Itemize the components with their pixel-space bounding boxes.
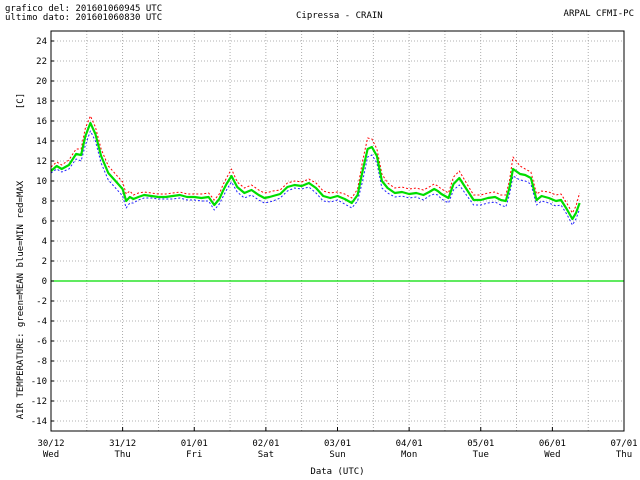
last-data-label: ultimo dato:	[5, 13, 71, 23]
x-tick-label-date: 02/01	[252, 439, 279, 449]
y-axis-label: AIR TEMPERATURE: green=MEAN blue=MIN red…	[16, 180, 26, 419]
x-tick-label-day: Wed	[544, 450, 560, 460]
x-tick-label-day: Mon	[401, 450, 417, 460]
x-tick-label-date: 03/01	[324, 439, 351, 449]
y-tick-label: 12	[36, 157, 47, 167]
x-tick-label-date: 05/01	[467, 439, 494, 449]
graph-time-label: grafico del:	[5, 4, 71, 14]
y-tick-label: 20	[36, 77, 47, 87]
y-tick-label: -10	[31, 377, 47, 387]
x-tick-label-date: 01/01	[181, 439, 208, 449]
x-tick-label-day: Sat	[258, 450, 274, 460]
x-tick-label-day: Sun	[329, 450, 345, 460]
y-tick-label: -8	[36, 357, 47, 367]
chart-title: Cipressa - CRAIN	[296, 11, 383, 21]
y-tick-label: 24	[36, 37, 47, 47]
x-tick-label-day: Tue	[473, 450, 489, 460]
x-tick-label-day: Thu	[114, 450, 130, 460]
x-axis-label: Data (UTC)	[310, 467, 364, 477]
y-tick-label: 2	[42, 257, 47, 267]
y-tick-label: 18	[36, 97, 47, 107]
y-tick-label: 14	[36, 137, 47, 147]
x-tick-label-date: 06/01	[539, 439, 566, 449]
y-tick-label: -14	[31, 417, 47, 427]
y-tick-label: 22	[36, 57, 47, 67]
y-axis-unit: [C]	[16, 93, 26, 109]
x-tick-label-date: 07/01	[610, 439, 637, 449]
series-line-max	[50, 115, 581, 214]
x-tick-label-date: 04/01	[396, 439, 423, 449]
y-tick-label: -6	[36, 337, 47, 347]
series-group	[50, 115, 581, 226]
y-tick-label: 8	[42, 197, 47, 207]
x-tick-label-day: Fri	[186, 450, 202, 460]
x-tick-label-day: Wed	[43, 450, 59, 460]
series-line-min	[50, 130, 581, 226]
y-tick-label: 10	[36, 177, 47, 187]
y-tick-label: 4	[42, 237, 47, 247]
last-data-value: 201601060830 UTC	[75, 13, 163, 23]
y-tick-label: -2	[36, 297, 47, 307]
y-tick-label: 0	[42, 277, 47, 287]
series-line-mean	[50, 121, 581, 221]
x-tick-label-day: Thu	[616, 450, 632, 460]
header-last-data: ultimo dato: 201601060830 UTC	[5, 14, 162, 23]
x-axis: 30/12Wed31/12Thu01/01Fri02/01Sat03/01Sun…	[37, 427, 638, 460]
graph-time-value: 201601060945 UTC	[75, 4, 163, 14]
y-tick-label: -4	[36, 317, 47, 327]
y-tick-label: -12	[31, 397, 47, 407]
x-tick-label-date: 31/12	[109, 439, 136, 449]
organization-label: ARPAL CFMI-PC	[563, 9, 634, 19]
grid	[51, 31, 624, 431]
header-graph-time: grafico del: 201601060945 UTC	[5, 5, 162, 14]
x-tick-label-date: 30/12	[37, 439, 64, 449]
y-tick-label: 16	[36, 117, 47, 127]
y-tick-label: 6	[42, 217, 47, 227]
